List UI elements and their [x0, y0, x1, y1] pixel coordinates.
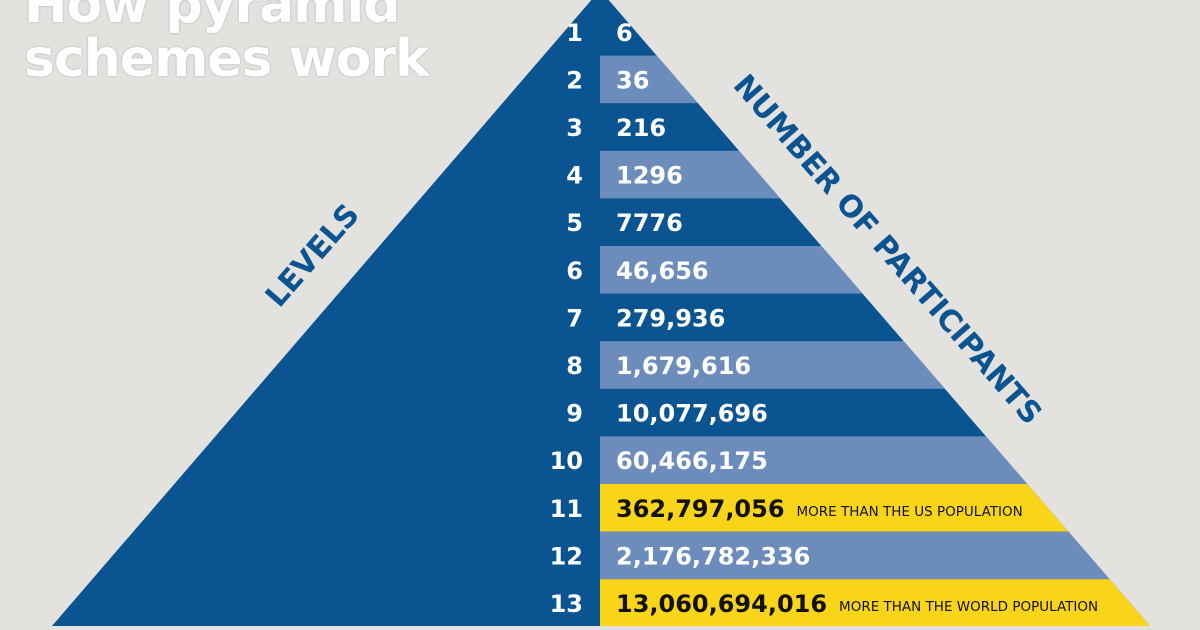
title-line-1: How pyramid	[24, 0, 400, 35]
participant-count: 7776	[616, 209, 683, 237]
participant-count: 36	[616, 66, 649, 94]
level-number: 3	[566, 114, 583, 142]
level-band-13	[600, 579, 1150, 626]
population-note: MORE THAN THE WORLD POPULATION	[839, 599, 1098, 615]
title-line-2: schemes work	[24, 29, 430, 89]
participant-count: 362,797,056	[616, 495, 785, 523]
level-number: 11	[550, 495, 583, 523]
level-band-12	[600, 531, 1150, 580]
participant-count: 2,176,782,336	[616, 542, 810, 570]
level-band-4	[600, 150, 1150, 199]
level-number: 4	[566, 162, 583, 190]
page-title: How pyramid schemes work	[24, 0, 430, 89]
level-band-2	[600, 55, 1150, 104]
participant-count: 46,656	[616, 257, 709, 285]
level-number: 7	[566, 304, 583, 332]
participant-count: 10,077,696	[616, 400, 768, 428]
level-number: 6	[566, 257, 583, 285]
participant-count: 279,936	[616, 304, 725, 332]
level-number: 12	[550, 542, 583, 570]
participant-count: 1296	[616, 162, 683, 190]
level-number: 2	[566, 66, 583, 94]
level-number: 9	[566, 400, 583, 428]
population-note: MORE THAN THE US POPULATION	[797, 504, 1023, 520]
level-number: 1	[566, 19, 583, 47]
participant-count: 1,679,616	[616, 352, 751, 380]
participant-count: 216	[616, 114, 666, 142]
level-rows: 1 6 2 36 3 216 4 1296 5 7776 6 46,656 7 279,936 8 1,679…	[550, 19, 1099, 618]
level-number: 13	[550, 590, 583, 618]
level-number: 8	[566, 352, 583, 380]
level-number: 5	[566, 209, 583, 237]
participant-count: 60,466,175	[616, 447, 768, 475]
level-number: 10	[550, 447, 583, 475]
participant-count: 13,060,694,016	[616, 590, 827, 618]
participant-count: 6	[616, 19, 633, 47]
